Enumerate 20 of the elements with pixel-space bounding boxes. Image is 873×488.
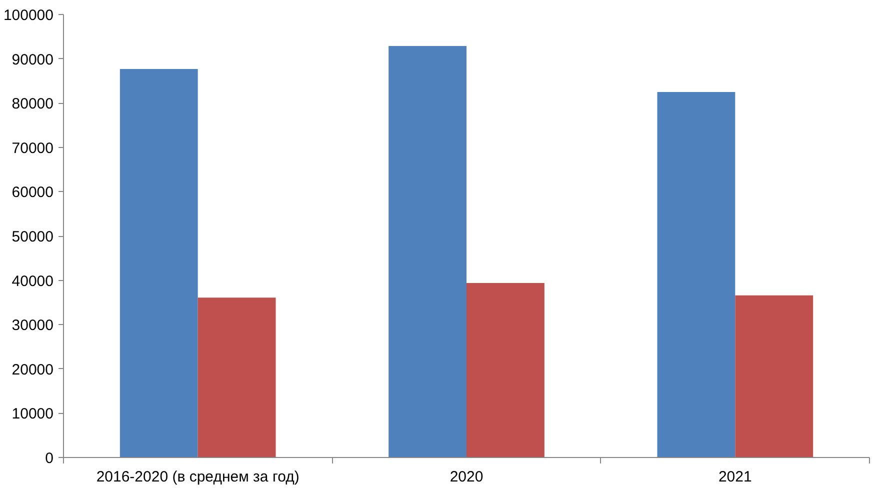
bar xyxy=(735,295,814,458)
y-tick-label: 10000 xyxy=(12,406,54,423)
bar xyxy=(657,92,736,458)
y-tick-label: 40000 xyxy=(12,272,54,290)
y-tick-label: 20000 xyxy=(12,361,54,378)
y-tick-label: 80000 xyxy=(12,96,54,113)
y-tick-label: 0 xyxy=(45,450,54,467)
y-tick-label: 30000 xyxy=(12,317,54,334)
bar xyxy=(120,68,198,458)
x-tick-label: 2020 xyxy=(450,468,484,486)
y-tick-label: 90000 xyxy=(12,51,54,68)
y-tick-label: 100000 xyxy=(3,7,54,24)
bar xyxy=(198,298,276,458)
x-tick-label: 2016-2020 (в среднем за год) xyxy=(96,468,300,486)
bar xyxy=(466,282,544,458)
y-tick-label: 70000 xyxy=(12,140,54,157)
bar xyxy=(388,46,466,458)
x-tick-label: 2021 xyxy=(718,468,752,486)
y-tick-label: 60000 xyxy=(12,184,54,202)
y-tick-label: 50000 xyxy=(12,228,54,246)
